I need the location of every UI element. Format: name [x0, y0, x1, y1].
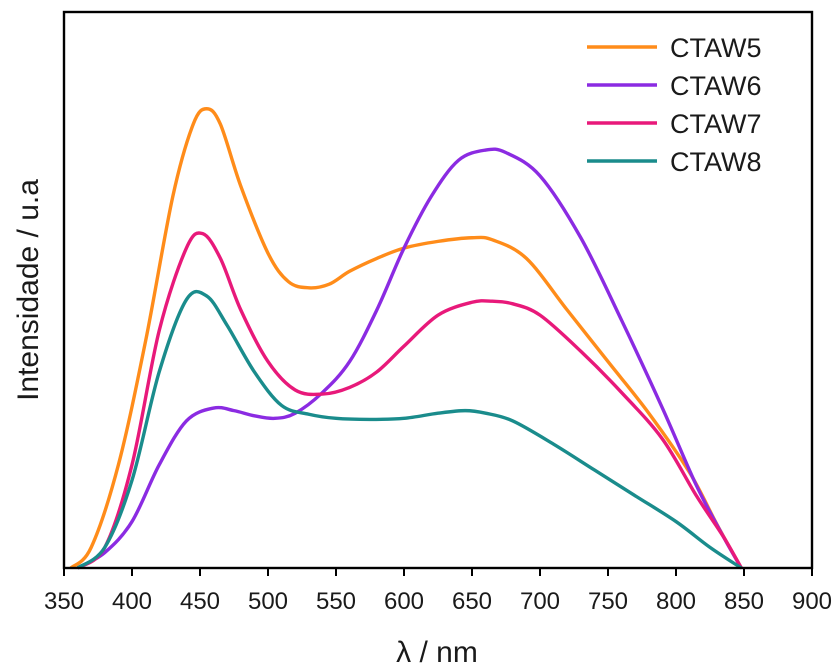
x-tick-label: 500	[248, 588, 288, 615]
plot-frame	[62, 10, 814, 570]
series-line-ctaw8	[76, 289, 743, 570]
series-line-ctaw5	[69, 107, 743, 570]
x-tick-label: 700	[520, 588, 560, 615]
legend-label: CTAW8	[670, 147, 762, 177]
legend: CTAW5 CTAW6 CTAW7 CTAW8	[587, 33, 762, 177]
x-axis-ticks: 350 400 450 500 550 600 650 700 750 800 850 900	[44, 568, 832, 615]
legend-label: CTAW6	[670, 71, 762, 101]
y-axis-title: Intensidade / u.a	[12, 179, 45, 401]
x-tick-label: 750	[588, 588, 628, 615]
legend-label: CTAW7	[670, 109, 762, 139]
x-tick-label: 600	[384, 588, 424, 615]
series-line-ctaw7	[76, 231, 743, 570]
x-tick-label: 900	[792, 588, 832, 615]
x-tick-label: 800	[656, 588, 696, 615]
x-tick-label: 350	[44, 588, 84, 615]
x-tick-label: 450	[180, 588, 220, 615]
series-line-ctaw6	[76, 147, 743, 570]
x-tick-label: 550	[316, 588, 356, 615]
x-tick-label: 850	[724, 588, 764, 615]
x-axis-title: λ / nm	[396, 636, 478, 669]
x-tick-label: 650	[452, 588, 492, 615]
series-layer	[69, 107, 743, 570]
legend-label: CTAW5	[670, 33, 762, 63]
x-tick-label: 400	[112, 588, 152, 615]
